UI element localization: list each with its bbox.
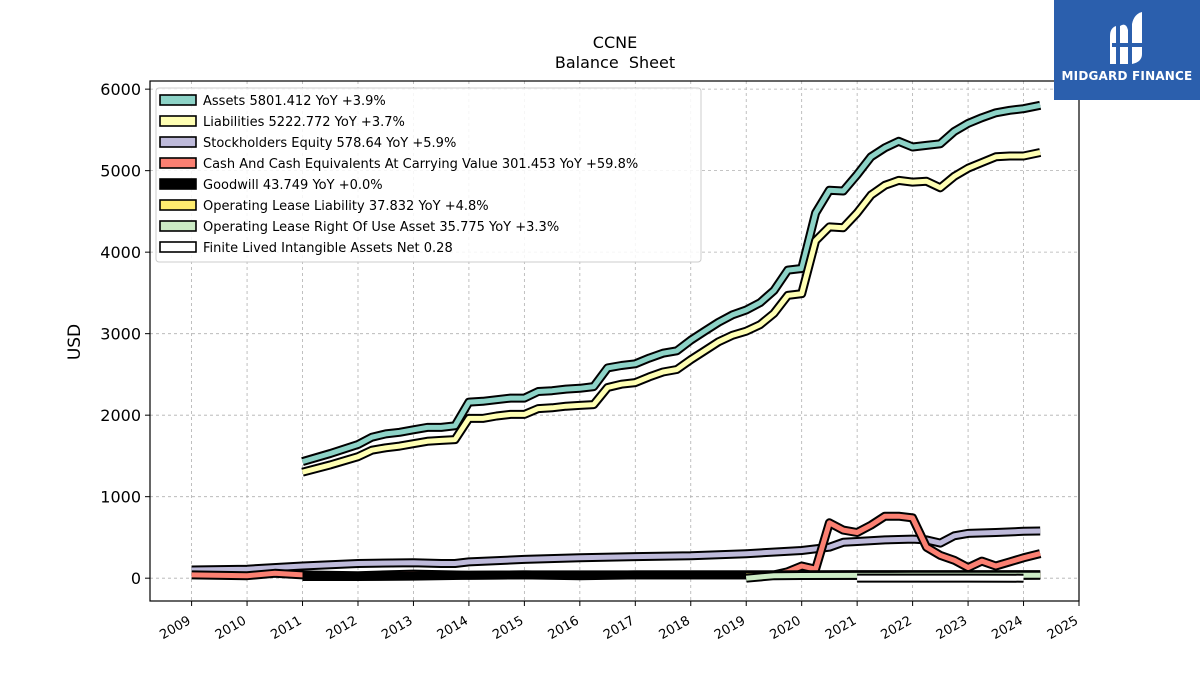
x-tick-label: 2014: [435, 613, 471, 643]
y-tick-label: 5000: [100, 162, 141, 181]
x-tick-label: 2021: [823, 613, 859, 643]
series-line: [301, 100, 1042, 466]
legend-entry-label: Cash And Cash Equivalents At Carrying Va…: [203, 157, 638, 172]
plot-frame: [149, 80, 1080, 602]
legend-entry-label: Operating Lease Liability 37.832 YoY +4.…: [203, 199, 489, 214]
x-tick-label: 2015: [490, 613, 526, 643]
legend: Assets 5801.412 YoY +3.9% Liabilities 522…: [155, 87, 702, 263]
x-tick-label: 2025: [1045, 613, 1081, 643]
x-tick-label: 2013: [379, 613, 415, 643]
legend-swatch: [159, 178, 197, 190]
y-tick-label: 1000: [100, 488, 141, 507]
legend-swatch: [159, 241, 197, 253]
series-line-fill: [301, 102, 1041, 465]
x-tick-label: 2024: [989, 613, 1025, 643]
midgard-logo-icon: [1110, 12, 1144, 64]
legend-entry-label: Liabilities 5222.772 YoY +3.7%: [203, 115, 405, 130]
x-tick-label: 2023: [934, 613, 970, 643]
legend-entry-label: Goodwill 43.749 YoY +0.0%: [203, 178, 383, 193]
series-line: [191, 526, 1041, 575]
x-tick-label: 2016: [546, 613, 582, 643]
series-line-fill: [191, 528, 1041, 573]
y-tick-label: 0: [131, 569, 141, 588]
x-tick-label: 2017: [601, 613, 637, 643]
y-tick-label: 6000: [100, 80, 141, 99]
legend-swatch: [159, 115, 197, 127]
legend-entry-label: Stockholders Equity 578.64 YoY +5.9%: [203, 136, 456, 151]
x-tick-label: 2020: [768, 613, 804, 643]
legend-swatch: [159, 220, 197, 232]
legend-swatch: [159, 94, 197, 106]
y-axis-label: USD: [65, 324, 85, 360]
series-line-fill: [301, 150, 1041, 475]
chart-title: CCNE: [593, 33, 637, 52]
y-tick-label: 3000: [100, 325, 141, 344]
x-tick-label: 2012: [324, 613, 360, 643]
legend-swatch: [159, 157, 197, 169]
legend-entry-label: Assets 5801.412 YoY +3.9%: [203, 94, 386, 109]
x-tick-label: 2011: [268, 613, 304, 643]
series-line: [301, 148, 1042, 477]
y-axis-ticks: 0 1000 2000 3000 4000 5000 6000: [100, 80, 150, 588]
y-tick-label: 4000: [100, 243, 141, 262]
x-tick-label: 2009: [157, 613, 193, 643]
x-axis-ticks: 2009 2010 2011 2012 2013 2014 2015 2016 2017 2018…: [157, 601, 1081, 643]
x-tick-label: 2018: [657, 613, 693, 643]
logo-text: MIDGARD FINANCE: [1061, 69, 1193, 83]
x-tick-label: 2010: [213, 613, 249, 643]
legend-entry-label: Finite Lived Intangible Assets Net 0.28: [203, 241, 453, 256]
legend-entry-label: Operating Lease Right Of Use Asset 35.77…: [203, 220, 559, 235]
legend-swatch: [159, 199, 197, 211]
midgard-finance-logo: MIDGARD FINANCE: [1054, 0, 1200, 100]
series-layer: [191, 100, 1042, 583]
chart-subtitle: Balance Sheet: [555, 53, 675, 72]
x-tick-label: 2019: [712, 613, 748, 643]
legend-swatch: [159, 136, 197, 148]
y-tick-label: 2000: [100, 406, 141, 425]
x-tick-label: 2022: [878, 613, 914, 643]
legend-frame: [155, 87, 702, 263]
